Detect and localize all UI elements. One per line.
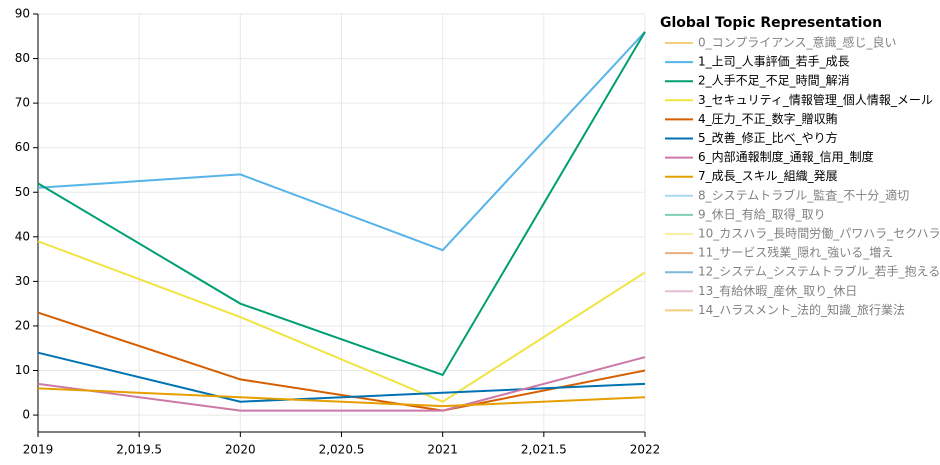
y-tick-label: 0 <box>22 408 30 422</box>
y-tick-label: 40 <box>15 229 30 243</box>
legend-label[interactable]: 10_カスハラ_長時間労働_パワハラ_セクハラ <box>698 227 940 241</box>
legend-label[interactable]: 2_人手不足_不足_時間_解消 <box>698 74 850 88</box>
legend-label[interactable]: 13_有給休暇_産休_取り_休日 <box>698 283 857 298</box>
x-tick-label: 2022 <box>630 443 661 457</box>
legend-label[interactable]: 5_改善_修正_比べ_やり方 <box>698 130 838 145</box>
legend-label[interactable]: 12_システム_システムトラブル_若手_抱える <box>698 264 940 279</box>
y-tick-label: 50 <box>15 185 30 199</box>
legend-label[interactable]: 11_サービス残業_隠れ_強いる_増え <box>698 246 893 260</box>
series-line <box>37 31 646 377</box>
y-tick-label: 10 <box>15 363 30 377</box>
legend-label[interactable]: 0_コンプライアンス_意識_感じ_良い <box>698 35 897 50</box>
series-line <box>37 356 646 412</box>
legend-label[interactable]: 14_ハラスメント_法的_知識_旅行業法 <box>698 302 905 317</box>
legend-label[interactable]: 4_圧力_不正_数字_贈収賄 <box>698 111 838 126</box>
y-tick-label: 90 <box>15 7 30 21</box>
legend-label[interactable]: 8_システムトラブル_監査_不十分_適切 <box>698 187 909 202</box>
series-line <box>37 311 646 412</box>
legend-label[interactable]: 7_成長_スキル_組織_発展 <box>698 169 838 183</box>
series-line <box>37 351 646 403</box>
legend-label[interactable]: 9_休日_有給_取得_取り <box>698 206 826 221</box>
series-line <box>37 31 646 252</box>
x-tick-label: 2,021.5 <box>521 443 567 457</box>
y-tick-label: 60 <box>15 140 30 154</box>
x-tick-label: 2,020.5 <box>319 443 365 457</box>
y-tick-label: 20 <box>15 318 30 332</box>
legend-label[interactable]: 1_上司_人事評価_若手_成長 <box>698 54 850 69</box>
y-tick-label: 30 <box>15 274 30 288</box>
series-line <box>37 240 646 403</box>
x-tick-label: 2019 <box>23 443 54 457</box>
legend-title: Global Topic Representation <box>660 15 882 31</box>
y-tick-label: 80 <box>15 51 30 65</box>
x-tick-label: 2020 <box>225 443 256 457</box>
legend-label[interactable]: 6_内部通報制度_通報_信用_制度 <box>698 149 874 164</box>
legend-label[interactable]: 3_セキュリティ_情報管理_個人情報_メール <box>698 92 933 107</box>
series-line <box>37 387 646 408</box>
y-tick-label: 70 <box>15 96 30 110</box>
x-tick-label: 2,019.5 <box>116 443 162 457</box>
x-tick-label: 2021 <box>427 443 458 457</box>
